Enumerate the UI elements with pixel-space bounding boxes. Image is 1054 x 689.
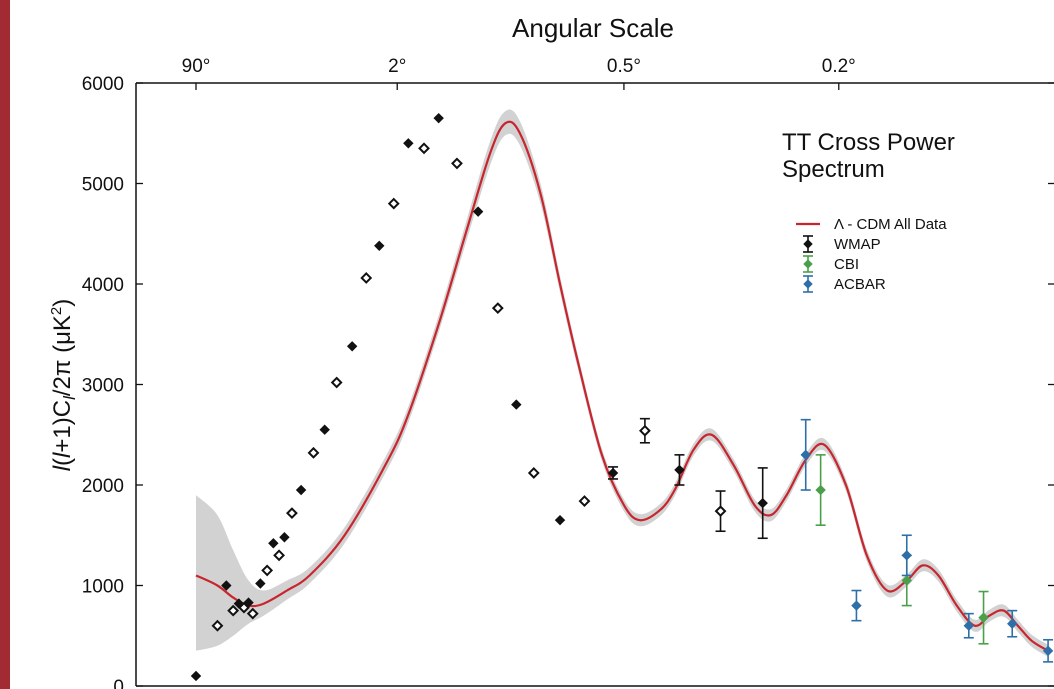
wmap-point	[286, 507, 298, 520]
legend-acbar-label: ACBAR	[834, 276, 886, 293]
annotation-line-2: Spectrum	[782, 156, 885, 183]
top-tick-label: 0.5°	[607, 56, 641, 77]
wmap-point	[472, 206, 484, 217]
wmap-point	[295, 484, 307, 496]
wmap-point	[639, 424, 651, 437]
acbar-point	[1042, 645, 1054, 657]
wmap-point	[190, 670, 202, 682]
wmap-point	[319, 424, 330, 435]
wmap-point	[346, 341, 358, 352]
wmap-point	[243, 597, 254, 608]
wmap-point	[511, 399, 522, 410]
wmap-point	[279, 532, 290, 543]
wmap-point	[491, 302, 504, 315]
wmap-point	[527, 467, 540, 479]
y-label-l1: l	[49, 465, 76, 471]
uncertainty-band-layer	[196, 109, 1049, 657]
acbar-point	[963, 620, 975, 631]
acbar-point	[901, 550, 912, 561]
wmap-point	[227, 604, 240, 617]
chart-frame: 0 1000 2000 3000 4000 5000 6000 90° 2° 0.5° 0.2° …	[10, 0, 1054, 689]
wmap-point	[433, 112, 444, 124]
acbar-point	[851, 600, 862, 611]
wmap-point	[330, 376, 343, 389]
wmap-point	[607, 467, 619, 479]
annotation-line-1: TT Cross Power	[782, 129, 955, 156]
model-curve-layer	[195, 120, 1049, 652]
y-label-tail: /2π (μK	[49, 315, 76, 396]
top-axis-label: Angular Scale	[512, 13, 674, 43]
wmap-point	[268, 538, 279, 549]
acbar-point	[800, 449, 811, 461]
y-label-paren: (	[49, 458, 76, 466]
y-tick-label: 3000	[82, 376, 124, 397]
wmap-point	[273, 549, 285, 562]
legend-wmap-label: WMAP	[834, 236, 881, 253]
acbar-point	[1007, 618, 1018, 629]
legend-wmap-swatch-point	[803, 239, 813, 249]
y-label-sup: 2	[48, 307, 65, 315]
y-label-close: )	[49, 299, 76, 307]
y-axis-label: l(l+1)Cl/2π (μK2)	[48, 299, 79, 472]
wmap-point	[403, 138, 414, 149]
y-ticks-layer: 0 1000 2000 3000 4000 5000 6000	[82, 74, 1054, 689]
wmap-point	[418, 142, 430, 155]
legend-cbi-label: CBI	[834, 256, 859, 273]
wmap-point	[255, 578, 266, 589]
top-tick-label: 90°	[182, 56, 211, 77]
legend-cbi-swatch-point	[803, 259, 813, 269]
wmap-point	[211, 619, 224, 632]
wmap-point	[374, 240, 385, 252]
wmap-point	[246, 607, 259, 620]
y-label-sub: l	[60, 395, 79, 400]
top-tick-label: 2°	[388, 56, 406, 77]
y-label-mid: +1)C	[49, 400, 76, 453]
wmap-point	[578, 495, 591, 507]
wmap-point	[261, 564, 274, 577]
top-ticks-layer: 90° 2° 0.5° 0.2°	[182, 56, 856, 90]
wmap-point	[757, 497, 768, 509]
wmap-point	[554, 514, 566, 526]
legend: Λ - CDM All Data WMAP CBI ACBAR	[796, 216, 947, 293]
uncertainty-band	[196, 109, 1049, 657]
y-tick-label: 5000	[82, 175, 124, 196]
wmap-point	[307, 446, 320, 459]
legend-cdm-all-data-label: Λ - CDM All Data	[834, 216, 947, 233]
legend-acbar-swatch-point	[803, 279, 813, 289]
cbi-point	[901, 575, 912, 586]
wmap-point	[387, 197, 400, 210]
y-tick-label: 6000	[82, 74, 124, 95]
wmap-point	[451, 157, 463, 170]
wmap-point	[221, 580, 232, 591]
y-tick-label: 1000	[82, 577, 124, 598]
model-curve	[195, 120, 1049, 652]
top-tick-label: 0.2°	[822, 56, 856, 77]
y-label-l2: l	[49, 452, 76, 458]
wmap-point	[674, 464, 685, 476]
wmap-point	[714, 505, 727, 518]
y-tick-label: 4000	[82, 275, 124, 296]
data-points-layer	[190, 112, 1054, 682]
wmap-point	[360, 272, 373, 284]
y-tick-label: 2000	[82, 476, 124, 497]
cbi-point	[815, 484, 826, 496]
cbi-point	[978, 612, 989, 623]
y-tick-label: 0	[113, 677, 124, 689]
